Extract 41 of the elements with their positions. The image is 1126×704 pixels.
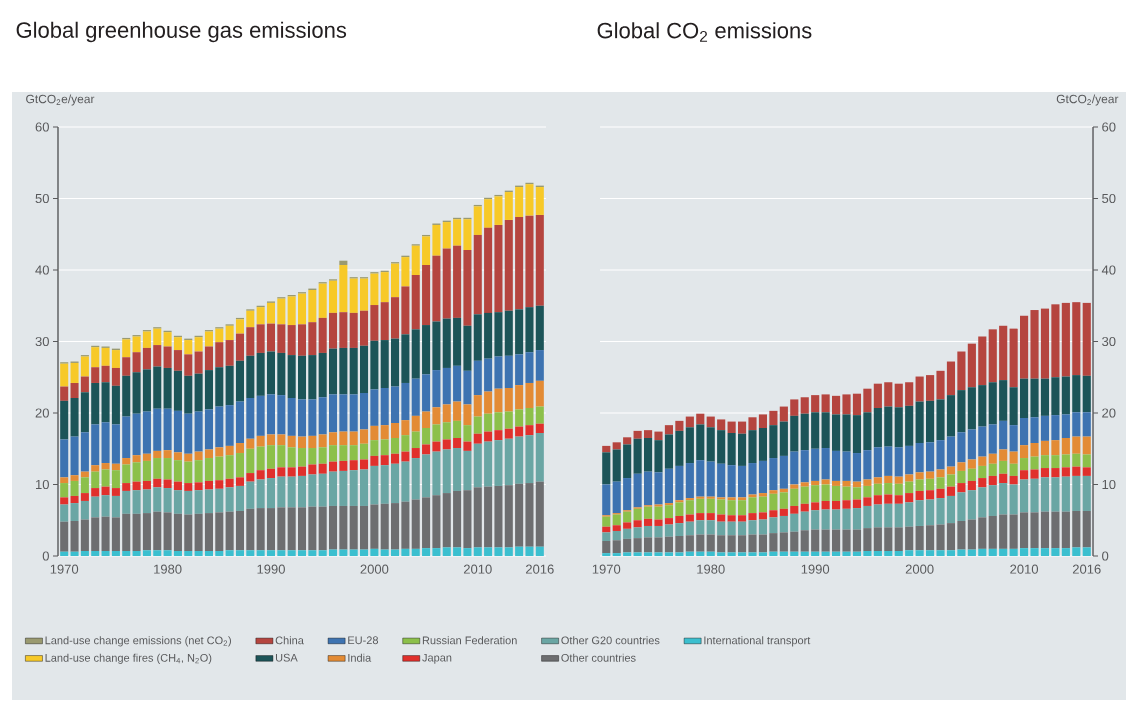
y-tick-label: 30: [35, 336, 49, 347]
legend-label: International transport: [704, 636, 811, 647]
legend-label: China: [275, 636, 304, 645]
y-tick-label: 40: [1101, 265, 1116, 275]
y-tick-label: 0: [1102, 551, 1109, 561]
legend-label: EU-28: [348, 636, 379, 645]
y-tick-label: 30: [1102, 336, 1116, 347]
x-tick-label: 1990: [801, 564, 830, 574]
legend-label: Land-use change fires (CH$_{4}$, N$_{2}$O): [45, 653, 212, 664]
chart-title: Global CO$_{2}$ emissions: [597, 22, 812, 42]
y-tick-label: 10: [1102, 479, 1116, 490]
x-tick-label: 2000: [360, 564, 389, 574]
x-tick-label: 1980: [154, 564, 182, 574]
legend-label: Other countries: [561, 653, 636, 662]
y-tick-label: 0: [42, 551, 49, 561]
y-tick-label: 60: [1102, 122, 1116, 132]
x-tick-label: 2010: [1010, 564, 1039, 574]
legend-label: Russian Federation: [422, 636, 517, 645]
legend-label: Land-use change emissions (net CO$_{2}$): [45, 636, 231, 647]
chart-title: Global greenhouse gas emissions: [16, 21, 347, 43]
x-tick-label: 1970: [592, 564, 621, 574]
legend-label: India: [348, 653, 372, 662]
y-tick-label: 50: [1102, 193, 1116, 204]
x-tick-label: 1990: [257, 564, 285, 574]
x-tick-label: 2016: [526, 564, 554, 574]
legend-label: Other G20 countries: [561, 636, 660, 645]
x-tick-label: 2016: [1072, 564, 1101, 574]
legend-label: Japan: [422, 653, 452, 664]
y-axis-title: GtCO$_{2}$e/year: [26, 94, 95, 106]
legend-label: USA: [275, 653, 298, 662]
y-tick-label: 10: [36, 479, 49, 490]
x-tick-label: 1980: [697, 564, 725, 574]
y-tick-label: 50: [35, 193, 49, 204]
y-tick-label: 20: [1102, 408, 1116, 418]
x-tick-label: 2000: [905, 564, 934, 574]
y-tick-label: 60: [35, 122, 49, 132]
x-tick-label: 2010: [463, 564, 492, 574]
y-axis-title: GtCO$_{2}$/year: [1056, 94, 1119, 106]
y-tick-label: 40: [35, 265, 49, 275]
y-tick-label: 20: [35, 408, 49, 418]
x-tick-label: 1970: [50, 564, 79, 574]
